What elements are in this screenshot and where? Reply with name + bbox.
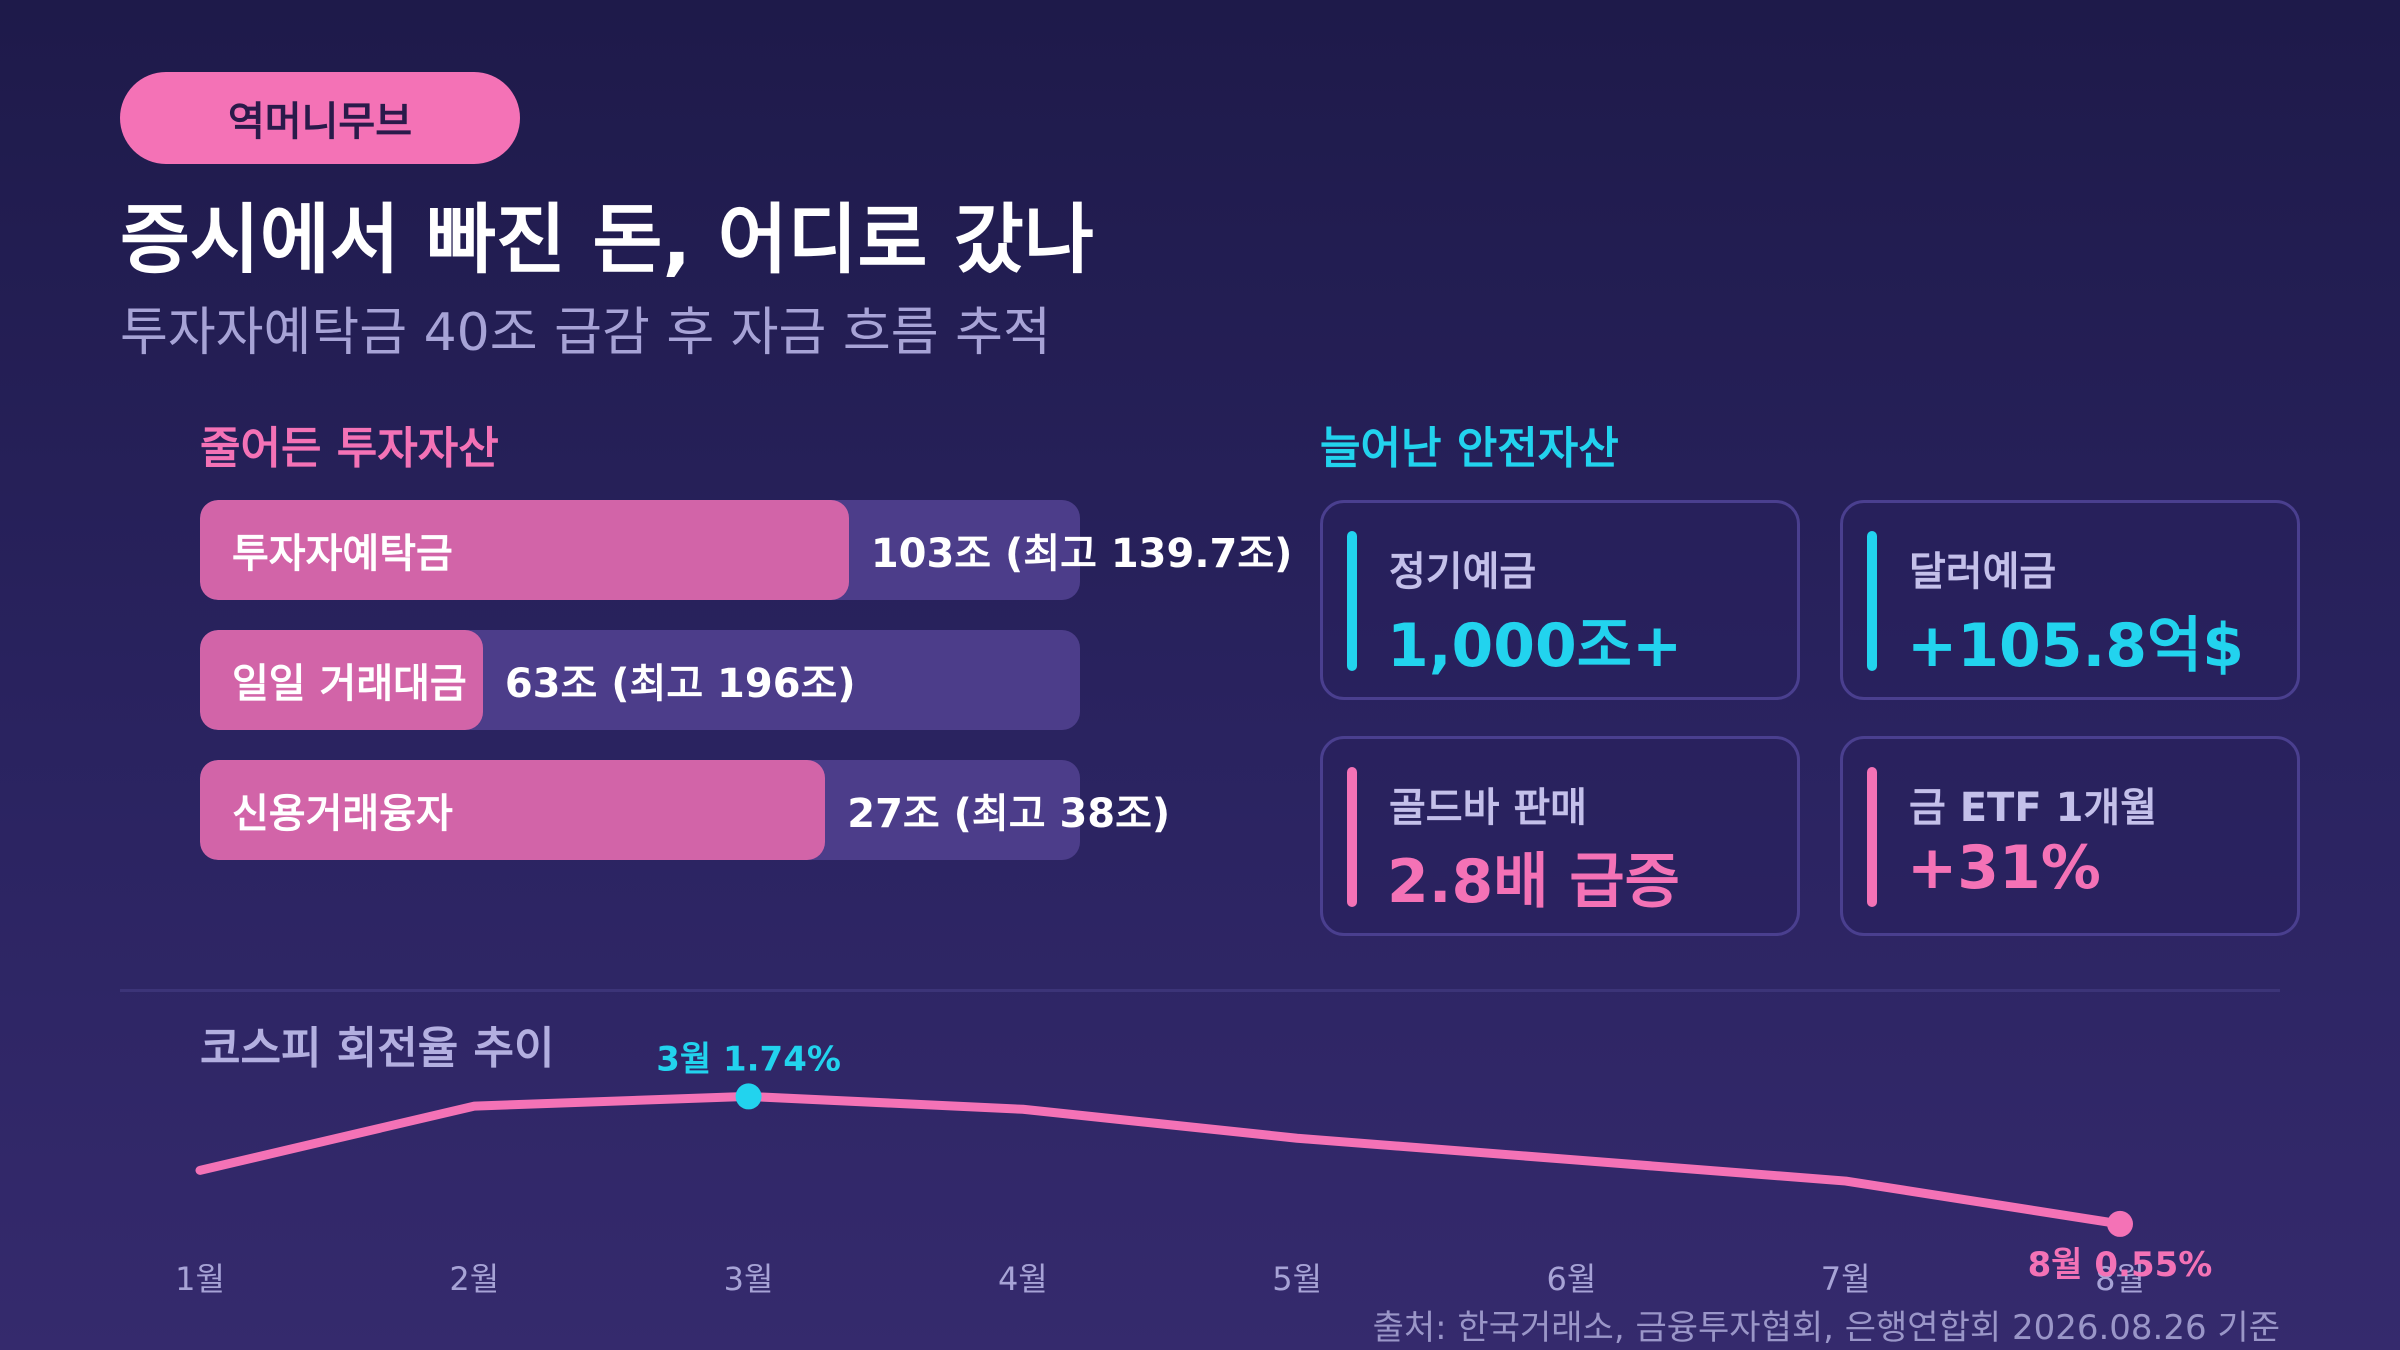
annotated-point (2107, 1210, 2133, 1237)
bar-value-deposit: 103조 (최고 139.7조) (870, 531, 1293, 577)
card-label: 정기예금 (1389, 549, 1537, 595)
card-label: 금 ETF 1개월 (1909, 785, 2158, 831)
x-tick-label: 2월 (449, 1260, 499, 1298)
chart-title: 코스피 회전율 추이 (200, 1023, 555, 1074)
bar-value-trading: 63조 (최고 196조) (504, 661, 856, 707)
card-label: 달러예금 (1909, 549, 2057, 595)
bar-label-deposit: 투자자예탁금 (232, 531, 453, 577)
card-accent-bar (1867, 531, 1877, 671)
turnover-series-line (195, 1091, 2125, 1229)
bar-track-deposit: 투자자예탁금 (200, 500, 1080, 600)
card-dollar-deposit: 달러예금 +105.8억$ (1840, 500, 2300, 700)
card-accent-bar (1347, 767, 1357, 907)
page-subtitle: 투자자예탁금 40조 급감 후 자금 흐름 추적 (120, 303, 1051, 363)
card-gold-etf: 금 ETF 1개월 +31% (1840, 736, 2300, 936)
bar-label-trading: 일일 거래대금 (232, 661, 467, 707)
page-title: 증시에서 빠진 돈, 어디로 갔나 (120, 195, 1094, 284)
data-label: 8월 0.55% (2028, 1245, 2213, 1285)
card-value: 1,000조+ (1387, 611, 1683, 681)
card-time-deposit: 정기예금 1,000조+ (1320, 500, 1800, 700)
card-accent-bar (1867, 767, 1877, 907)
bar-value-credit: 27조 (최고 38조) (847, 791, 1171, 837)
x-tick-label: 8월 (2095, 1260, 2145, 1298)
card-gold-bar: 골드바 판매 2.8배 급증 (1320, 736, 1800, 936)
bar-fill-deposit (200, 500, 849, 600)
annotated-point (735, 1083, 762, 1110)
data-label: 3월 1.74% (656, 1039, 841, 1079)
x-tick-label: 1월 (175, 1260, 225, 1298)
card-label: 골드바 판매 (1389, 785, 1587, 831)
x-tick-label: 3월 (724, 1260, 774, 1298)
decreased-assets-heading: 줄어든 투자자산 (200, 423, 499, 474)
bar-fill-credit (200, 760, 826, 860)
increased-assets-heading: 늘어난 안전자산 (1320, 423, 1619, 474)
x-tick-label: 7월 (1821, 1260, 1871, 1298)
category-badge: 역머니무브 (120, 72, 520, 164)
card-accent-bar (1347, 531, 1357, 671)
bar-track-credit: 신용거래융자 (200, 760, 1080, 860)
x-tick-label: 4월 (998, 1260, 1048, 1298)
source-note: 출처: 한국거래소, 금융투자협회, 은행연합회 2026.08.26 기준 (1372, 1308, 2280, 1348)
bar-fill-trading (200, 630, 483, 730)
card-value: +31% (1907, 833, 2101, 903)
bar-label-credit: 신용거래융자 (232, 791, 453, 837)
x-tick-label: 6월 (1547, 1260, 1597, 1298)
x-tick-label: 5월 (1272, 1260, 1322, 1298)
card-value: 2.8배 급증 (1387, 847, 1680, 917)
bar-track-trading: 일일 거래대금 (200, 630, 1080, 730)
section-divider (120, 989, 2280, 992)
card-value: +105.8억$ (1907, 611, 2245, 681)
